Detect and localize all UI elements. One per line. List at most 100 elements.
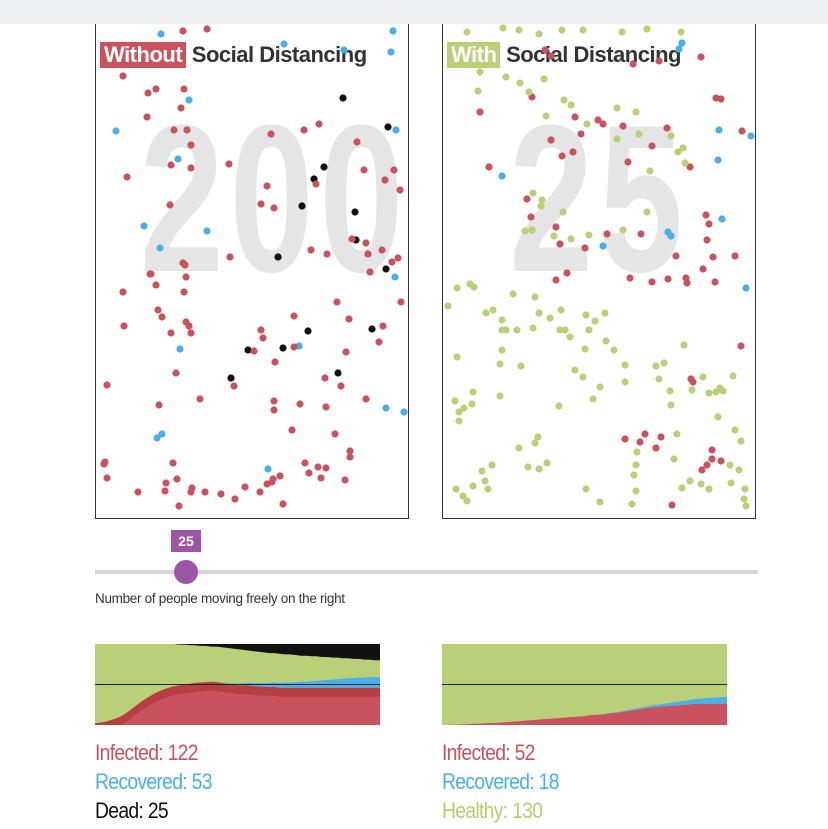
- healthy-dot: [585, 326, 593, 334]
- healthy-dot: [678, 484, 686, 492]
- healthy-dot: [498, 346, 506, 354]
- infected-dot: [485, 163, 493, 171]
- infected-dot: [263, 182, 271, 190]
- healthy-dot: [561, 326, 569, 334]
- infected-dot: [166, 201, 174, 209]
- infected-dot: [621, 435, 629, 443]
- recovered-dot: [387, 48, 395, 56]
- infected-dot: [558, 152, 566, 160]
- recovered-dot: [203, 227, 211, 235]
- infected-dot: [342, 348, 350, 356]
- dead-dot: [244, 346, 252, 354]
- healthy-dot: [559, 208, 567, 216]
- infected-dot: [217, 490, 225, 498]
- recovered-dot: [174, 155, 182, 163]
- infected-dot: [300, 126, 308, 134]
- healthy-dot: [535, 465, 543, 473]
- healthy-dot: [646, 167, 654, 175]
- healthy-dot: [602, 337, 610, 345]
- infected-dot: [259, 334, 267, 342]
- recovered-dot: [158, 430, 166, 438]
- slider-thumb[interactable]: [174, 560, 198, 584]
- infected-dot: [314, 463, 322, 471]
- healthy-dot: [555, 402, 563, 410]
- infected-dot: [686, 163, 694, 171]
- infected-dot: [167, 329, 175, 337]
- healthy-dot: [455, 408, 463, 416]
- infected-dot: [476, 108, 484, 116]
- dead-dot: [298, 202, 306, 210]
- title-highlight-with: With: [447, 42, 501, 68]
- healthy-dot: [610, 346, 618, 354]
- healthy-dot: [705, 485, 713, 493]
- infected-dot: [699, 265, 707, 273]
- healthy-dot: [557, 306, 565, 314]
- infected-dot: [225, 160, 233, 168]
- healthy-dot: [482, 309, 490, 317]
- healthy-dot: [515, 26, 523, 34]
- dead-dot: [382, 265, 390, 273]
- infected-dot: [267, 130, 275, 138]
- infected-dot: [731, 252, 739, 260]
- recovered-dot: [667, 232, 675, 240]
- infected-dot: [717, 95, 725, 103]
- slider-track[interactable]: [95, 570, 758, 574]
- healthy-dot: [529, 324, 537, 332]
- infected-dot: [241, 483, 249, 491]
- healthy-dot: [478, 467, 486, 475]
- healthy-dot: [529, 189, 537, 197]
- recovered-dot: [280, 40, 288, 48]
- infected-dot: [144, 89, 152, 97]
- infected-dot: [143, 113, 151, 121]
- healthy-dot: [699, 373, 707, 381]
- healthy-dot: [517, 362, 525, 370]
- infected-dot: [323, 250, 331, 258]
- healthy-dot: [731, 426, 739, 434]
- infected-dot: [689, 378, 697, 386]
- infected-dot: [341, 476, 349, 484]
- infected-dot: [626, 274, 634, 282]
- dead-area: [95, 644, 380, 661]
- infected-dot: [603, 230, 611, 238]
- healthy-dot: [535, 30, 543, 38]
- infected-dot: [345, 315, 353, 323]
- infected-dot: [648, 278, 656, 286]
- infected-dot: [301, 459, 309, 467]
- healthy-dot: [496, 360, 504, 368]
- infected-dot: [175, 502, 183, 510]
- recovered-area: [442, 696, 727, 725]
- infected-dot: [271, 358, 279, 366]
- healthy-dot: [727, 479, 735, 487]
- infected-dot: [185, 322, 193, 330]
- infected-dot: [333, 298, 341, 306]
- stat-infected-left: Infected: 122: [95, 740, 198, 765]
- healthy-dot: [531, 439, 539, 447]
- healthy-dot: [540, 75, 548, 83]
- healthy-dot: [566, 333, 574, 341]
- healthy-dot: [558, 26, 566, 34]
- recovered-dot: [400, 408, 408, 416]
- dead-dot: [320, 163, 328, 171]
- infected-dot: [738, 127, 746, 135]
- stat-recovered-left: Recovered: 53: [95, 769, 212, 794]
- infected-dot: [527, 213, 535, 221]
- healthy-dot: [613, 104, 621, 112]
- healthy-dot: [463, 497, 471, 505]
- infected-dot: [172, 369, 180, 377]
- healthy-dot: [697, 480, 705, 488]
- recovered-dot: [176, 345, 184, 353]
- healthy-dot: [474, 87, 482, 95]
- infected-dot: [317, 474, 325, 482]
- healthy-dot: [524, 463, 532, 471]
- healthy-dot: [589, 395, 597, 403]
- healthy-dot: [630, 471, 638, 479]
- infected-dot: [170, 126, 178, 134]
- recovered-dot: [382, 404, 390, 412]
- infected-dot: [187, 329, 195, 337]
- infected-dot: [708, 455, 716, 463]
- infected-dot: [183, 126, 191, 134]
- infected-dot: [296, 400, 304, 408]
- browser-top-bar: [0, 0, 828, 24]
- infected-dot: [270, 406, 278, 414]
- infected-dot: [173, 475, 181, 483]
